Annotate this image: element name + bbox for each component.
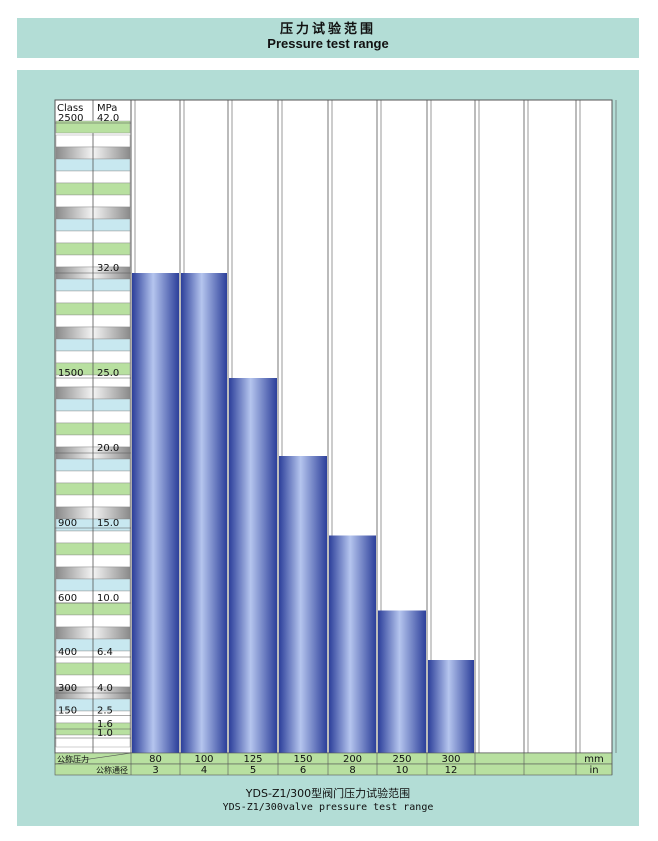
chart-title-cn: 压力试验范围 <box>279 22 376 37</box>
bar <box>229 378 277 753</box>
y-label-mpa: 6.4 <box>97 647 113 658</box>
y-axis-header-class: Class <box>57 103 83 114</box>
y-label-class: 300 <box>58 683 77 694</box>
y-label-mpa: 42.0 <box>97 113 119 124</box>
caption-cn: YDS-Z1/300型阀门压力试验范围 <box>245 787 411 800</box>
x-label-in: 8 <box>349 765 355 776</box>
bar <box>378 610 426 753</box>
y-label-class: 150 <box>58 706 77 717</box>
row-label-diameter: 公称通径 <box>96 765 128 775</box>
y-label-mpa: 1.6 <box>97 719 113 730</box>
mm-row <box>54 752 613 765</box>
row-label-pressure: 公称压力 <box>57 754 89 764</box>
x-label-mm: 200 <box>343 754 362 765</box>
y-label-mpa: 32.0 <box>97 263 119 274</box>
y-label-class: 400 <box>58 647 77 658</box>
y-label-mpa: 25.0 <box>97 368 119 379</box>
y-label-mpa: 2.5 <box>97 706 113 717</box>
y-label-mpa: 4.0 <box>97 683 113 694</box>
bar <box>279 456 327 753</box>
x-label-mm: 100 <box>194 754 213 765</box>
y-label-mpa: 15.0 <box>97 518 119 529</box>
unit-in: in <box>589 765 598 776</box>
x-label-in: 3 <box>152 765 158 776</box>
bar <box>428 660 474 753</box>
y-axis-top-cell <box>55 120 131 134</box>
y-label-class: 600 <box>58 593 77 604</box>
x-label-in: 4 <box>201 765 207 776</box>
y-label-mpa: 20.0 <box>97 443 119 454</box>
x-label-in: 12 <box>445 765 458 776</box>
unit-mm: mm <box>584 754 603 765</box>
y-label-mpa: 10.0 <box>97 593 119 604</box>
y-label-class: 900 <box>58 518 77 529</box>
bar <box>181 273 227 753</box>
y-label-class: 1500 <box>58 368 83 379</box>
x-label-mm: 250 <box>392 754 411 765</box>
bar <box>329 535 376 753</box>
title-banner: 压力试验范围 Pressure test range <box>17 18 639 58</box>
chart-title-en: Pressure test range <box>267 36 389 52</box>
y-label-mpa: 1.0 <box>97 728 113 739</box>
x-label-mm: 80 <box>149 754 162 765</box>
x-label-mm: 150 <box>293 754 312 765</box>
x-label-in: 6 <box>300 765 306 776</box>
x-label-in: 5 <box>250 765 256 776</box>
x-label-mm: 300 <box>441 754 460 765</box>
x-label-mm: 125 <box>243 754 262 765</box>
in-row <box>54 763 613 776</box>
x-label-in: 10 <box>396 765 409 776</box>
y-label-class: 2500 <box>58 113 83 124</box>
caption-en: YDS-Z1/300valve pressure test range <box>222 802 434 813</box>
bar <box>132 273 179 753</box>
y-axis-header-mpa: MPa <box>97 103 117 114</box>
row-label-diagonal <box>54 752 132 765</box>
